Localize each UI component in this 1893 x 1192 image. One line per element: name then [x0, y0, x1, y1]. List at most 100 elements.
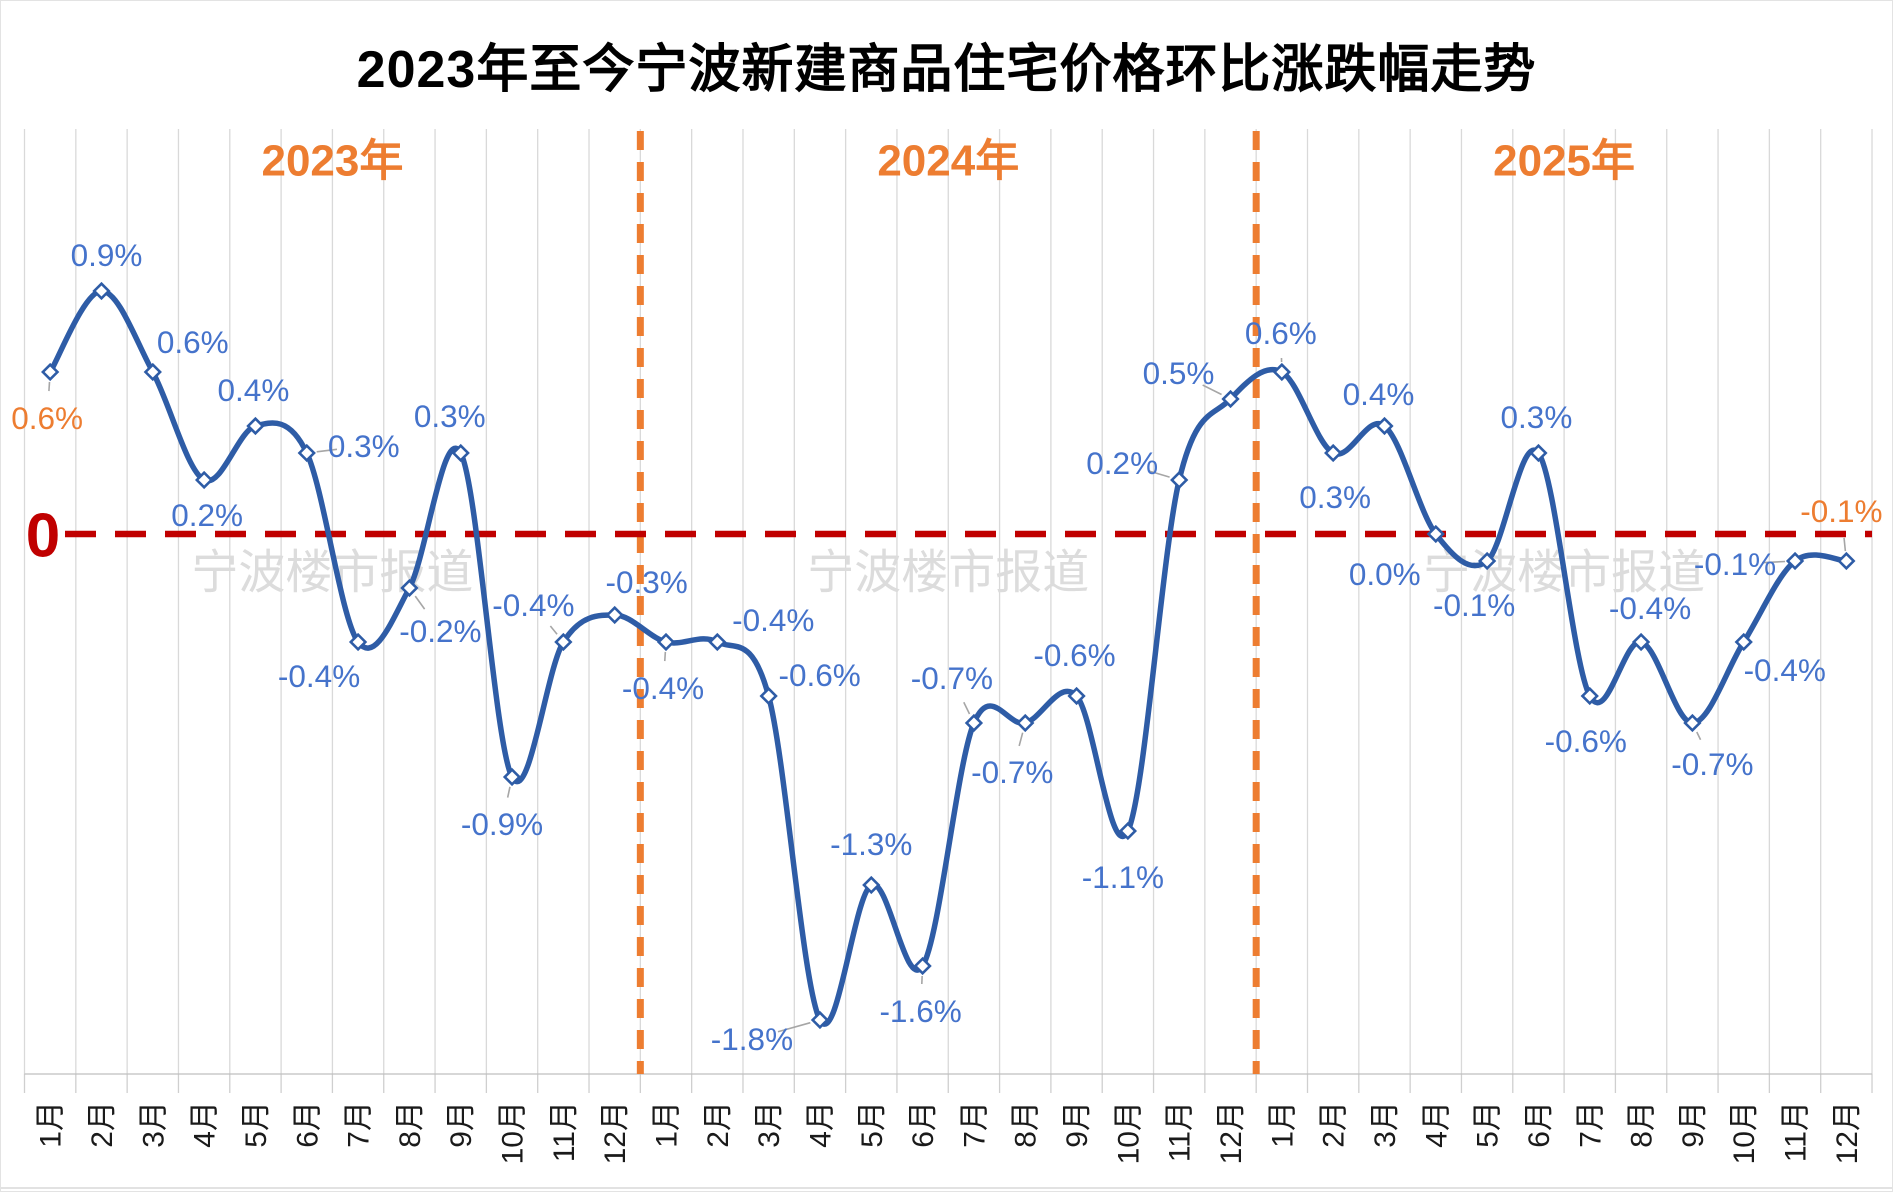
data-label: -0.4%: [1744, 652, 1826, 688]
x-axis-month-label: 12月: [599, 1101, 632, 1164]
data-label: -1.8%: [711, 1021, 793, 1057]
data-label: 0.2%: [171, 497, 243, 533]
data-point-marker: [1324, 443, 1343, 463]
data-label: 0.3%: [328, 428, 400, 464]
label-leader-line: [506, 786, 511, 798]
data-label: -0.1%: [1433, 587, 1515, 623]
x-axis-month-label: 7月: [958, 1101, 991, 1148]
x-axis-month-label: 2月: [702, 1101, 735, 1148]
data-point-marker: [656, 632, 676, 652]
x-axis-month-label: 4月: [189, 1101, 222, 1148]
data-point-marker: [1016, 713, 1035, 733]
data-point-marker: [605, 605, 624, 625]
data-point-marker: [194, 470, 214, 490]
x-axis-month-label: 8月: [1626, 1101, 1659, 1148]
x-axis-month-label: 11月: [548, 1101, 581, 1162]
x-axis-month-label: 9月: [1061, 1101, 1094, 1148]
x-axis-month-label: 5月: [240, 1101, 273, 1148]
x-axis-month-label: 5月: [1472, 1101, 1505, 1148]
data-point-marker: [810, 1010, 830, 1030]
year-label: 2025年: [1493, 137, 1635, 186]
x-axis-month-label: 1月: [35, 1101, 68, 1148]
data-label: -0.7%: [911, 660, 993, 696]
data-point-marker: [1067, 686, 1086, 706]
data-label: 0.6%: [1245, 315, 1317, 351]
x-axis-month-label: 12月: [1831, 1101, 1864, 1164]
data-point-marker: [1529, 443, 1548, 463]
label-leader-line: [1018, 732, 1024, 747]
year-label: 2023年: [261, 137, 403, 186]
x-axis-month-label: 2月: [86, 1101, 119, 1148]
data-label: -0.6%: [1545, 723, 1627, 759]
data-label: 0.5%: [1143, 355, 1215, 391]
data-point-marker: [1631, 632, 1651, 652]
data-label: -0.3%: [606, 564, 688, 600]
label-leader-line: [1843, 537, 1847, 552]
data-label: -0.1%: [1694, 546, 1776, 582]
x-axis-month-label: 9月: [1677, 1101, 1710, 1148]
label-leader-line: [663, 651, 667, 662]
data-label: 0.3%: [1501, 399, 1573, 435]
data-label: 0.4%: [218, 372, 290, 408]
x-axis-month-label: 1月: [651, 1101, 684, 1148]
x-axis-month-label: 8月: [1010, 1101, 1043, 1148]
x-axis-month-label: 8月: [394, 1101, 427, 1148]
data-label: -0.6%: [778, 657, 860, 693]
data-point-marker: [1683, 713, 1702, 733]
data-label: -0.7%: [971, 754, 1053, 790]
chart-title: 2023年至今宁波新建商品住宅价格环比涨跌幅走势: [356, 41, 1537, 99]
data-label: 0.3%: [1299, 479, 1371, 515]
data-point-marker: [1170, 470, 1189, 490]
data-point-marker: [502, 767, 522, 787]
data-point-marker: [451, 443, 470, 463]
data-label: -0.4%: [492, 587, 574, 623]
data-point-marker: [1785, 551, 1805, 571]
x-axis-month-label: 5月: [856, 1101, 889, 1148]
highlighted-data-label: 0.6%: [11, 400, 83, 436]
label-leader-line: [549, 625, 558, 635]
data-point-marker: [41, 362, 60, 382]
x-axis-month-label: 10月: [1728, 1101, 1761, 1164]
data-label: -0.4%: [732, 602, 814, 638]
data-label: -0.9%: [461, 806, 543, 842]
data-point-marker: [1221, 389, 1240, 409]
label-leader-line: [1202, 384, 1222, 396]
data-point-marker: [964, 713, 984, 733]
data-point-marker: [708, 632, 727, 652]
data-point-marker: [1118, 821, 1138, 841]
data-point-marker: [1837, 551, 1856, 571]
x-axis-month-label: 1月: [1266, 1101, 1299, 1148]
data-label: -1.1%: [1082, 859, 1164, 895]
data-point-marker: [1375, 416, 1394, 436]
year-label: 2024年: [877, 137, 1019, 186]
x-axis-month-label: 4月: [1420, 1101, 1453, 1148]
x-axis-month-label: 11月: [1164, 1101, 1197, 1162]
data-point-marker: [862, 875, 881, 895]
x-axis-month-label: 2月: [1318, 1101, 1351, 1148]
x-axis-month-label: 4月: [804, 1101, 837, 1148]
x-axis-month-label: 3月: [137, 1101, 170, 1148]
data-label: 0.6%: [157, 324, 229, 360]
x-axis-month-label: 7月: [1574, 1101, 1607, 1148]
data-point-marker: [143, 362, 162, 382]
data-point-marker: [1477, 551, 1497, 571]
x-axis-month-label: 7月: [343, 1101, 376, 1148]
data-point-marker: [759, 686, 778, 706]
data-point-marker: [554, 632, 573, 652]
label-leader-line: [777, 1021, 811, 1033]
x-axis-month-label: 3月: [753, 1101, 786, 1148]
x-axis-month-label: 11月: [1780, 1101, 1813, 1162]
data-point-marker: [1426, 524, 1445, 544]
label-leader-line: [1147, 469, 1170, 478]
data-label: -0.2%: [399, 613, 481, 649]
x-axis-month-label: 10月: [1112, 1101, 1145, 1164]
x-axis-month-label: 12月: [1215, 1101, 1248, 1164]
data-label: 0.9%: [71, 237, 143, 273]
label-leader-line: [316, 448, 338, 453]
highlighted-data-label: -0.1%: [1800, 493, 1882, 529]
data-point-marker: [92, 281, 111, 301]
x-axis-month-label: 3月: [1369, 1101, 1402, 1148]
data-point-marker: [1272, 362, 1291, 382]
